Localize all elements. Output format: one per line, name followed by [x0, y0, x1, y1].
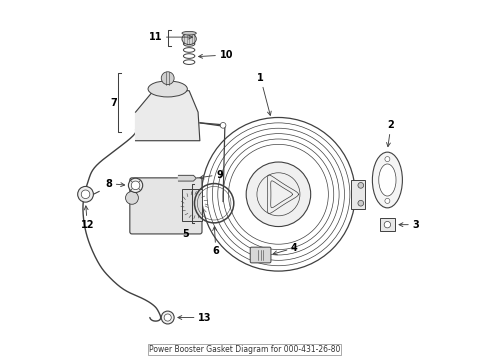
FancyBboxPatch shape [250, 247, 270, 263]
Circle shape [384, 157, 389, 162]
Polygon shape [135, 91, 200, 141]
Polygon shape [178, 175, 196, 181]
Text: 2: 2 [386, 120, 393, 147]
Text: 5: 5 [182, 229, 188, 239]
Text: 4: 4 [273, 243, 297, 255]
Circle shape [128, 178, 142, 193]
Ellipse shape [182, 31, 196, 35]
Circle shape [164, 314, 171, 321]
Circle shape [78, 186, 93, 202]
Circle shape [357, 201, 363, 206]
Text: 10: 10 [198, 50, 232, 60]
Circle shape [131, 181, 140, 190]
FancyBboxPatch shape [130, 178, 202, 234]
Text: 8: 8 [105, 179, 124, 189]
Bar [182, 189, 201, 221]
Ellipse shape [378, 164, 395, 196]
Circle shape [384, 198, 389, 203]
Text: 13: 13 [178, 312, 211, 323]
Circle shape [220, 122, 225, 128]
Text: 11: 11 [148, 32, 192, 42]
Text: 7: 7 [110, 98, 117, 108]
Text: 12: 12 [81, 206, 94, 230]
Bar [379, 218, 394, 231]
Text: Power Booster Gasket Diagram for 000-431-26-80: Power Booster Gasket Diagram for 000-431… [148, 345, 340, 354]
Ellipse shape [372, 152, 402, 208]
Text: 9: 9 [200, 170, 223, 180]
Circle shape [81, 190, 90, 199]
Bar [350, 180, 365, 208]
Text: 1: 1 [257, 73, 271, 115]
Ellipse shape [182, 33, 196, 45]
Circle shape [125, 192, 138, 204]
Circle shape [384, 221, 390, 228]
Circle shape [161, 311, 174, 324]
Ellipse shape [148, 81, 187, 97]
Circle shape [357, 183, 363, 188]
Text: 6: 6 [212, 227, 219, 256]
Circle shape [245, 162, 310, 226]
Circle shape [161, 72, 174, 85]
Text: 3: 3 [398, 220, 418, 230]
